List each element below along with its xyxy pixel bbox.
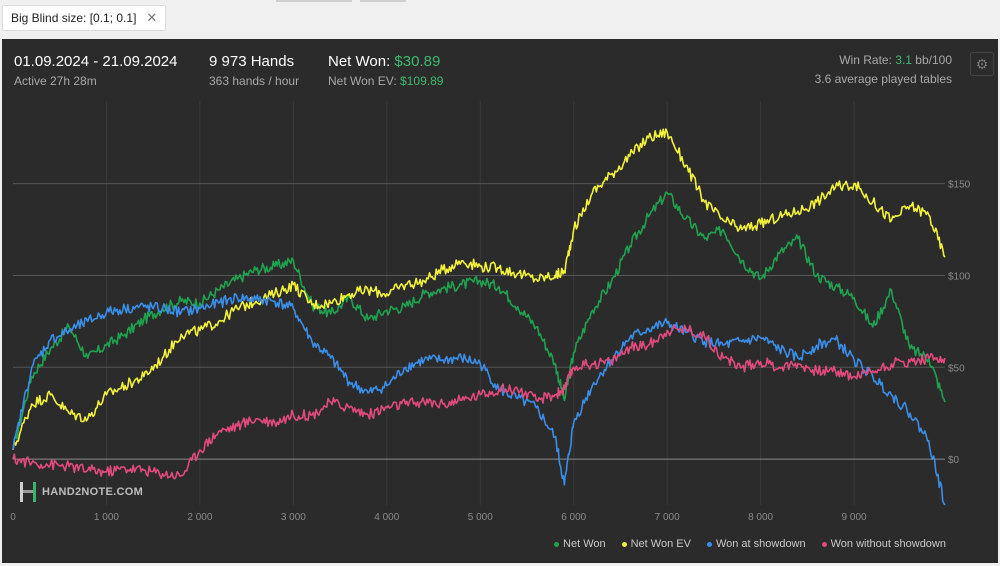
x-tick-label: 0 [10, 512, 16, 523]
legend-label: Won without showdown [830, 538, 946, 550]
win-rate-unit: bb/100 [915, 53, 952, 67]
net-won-value: $30.89 [394, 53, 441, 70]
x-tick-label: 7 000 [655, 512, 680, 523]
hands-block: 9 973 Hands 363 hands / hour [209, 53, 299, 88]
legend-label: Net Won [563, 538, 606, 550]
hands-count: 9 973 Hands [209, 53, 295, 70]
win-rate-block: Win Rate: 3.1 bb/100 3.6 average played … [815, 53, 952, 86]
filter-bar: Big Blind size: [0.1; 0.1] ✕ [0, 0, 1000, 38]
date-block: 01.09.2024 - 21.09.2024 Active 27h 28m [14, 53, 177, 88]
series-line-won-at-showdown [12, 293, 946, 506]
x-tick-label: 1 000 [94, 512, 119, 523]
y-tick-label: $150 [948, 180, 971, 191]
graph-panel: 01.09.2024 - 21.09.2024 Active 27h 28m 9… [2, 39, 998, 563]
date-range: 01.09.2024 - 21.09.2024 [14, 53, 178, 70]
average-tables: 3.6 average played tables [814, 72, 952, 86]
logo-mark-icon [20, 482, 36, 502]
filter-chip-label: Big Blind size: [0.1; 0.1] [11, 11, 137, 25]
legend-dot-icon [621, 541, 627, 547]
legend-item[interactable]: Net Won EV [621, 538, 691, 550]
legend-dot-icon [554, 541, 560, 547]
y-tick-label: $0 [948, 455, 960, 466]
close-icon[interactable]: ✕ [146, 10, 158, 25]
legend-dot-icon [821, 541, 827, 547]
y-tick-label: $50 [948, 363, 965, 374]
legend-dot-icon [706, 541, 712, 547]
x-tick-label: 8 000 [748, 512, 773, 523]
x-tick-label: 9 000 [842, 512, 867, 523]
series-line-won-without-showdown [12, 324, 946, 480]
logo-text: HAND2NOTE.COM [42, 486, 144, 498]
legend-label: Won at showdown [715, 538, 806, 550]
line-chart: 0 1 000 2 000 3 000 4 000 5 000 6 000 7 000 8 00… [10, 101, 971, 523]
active-time: Active 27h 28m [14, 74, 97, 88]
win-rate: Win Rate: 3.1 bb/100 [815, 53, 952, 67]
net-won-ev-value: $109.89 [400, 74, 444, 88]
net-won-ev: Net Won EV: $109.89 [328, 74, 443, 88]
legend-item[interactable]: Won at showdown [706, 538, 806, 550]
legend-item[interactable]: Net Won [554, 538, 606, 550]
hand2note-logo: HAND2NOTE.COM [20, 482, 143, 502]
hands-per-hour: 363 hands / hour [209, 74, 300, 88]
tab-strip-marker [360, 0, 406, 2]
win-rate-value: 3.1 [895, 53, 912, 67]
tab-strip-marker [276, 0, 352, 2]
net-won: Net Won: $30.89 [328, 53, 443, 70]
net-won-ev-label: Net Won EV: [328, 74, 397, 88]
chart-legend: Net Won Net Won EV Won at showdown Won with… [554, 538, 946, 550]
series-line-net-won-ev [12, 128, 946, 451]
legend-label: Net Won EV [630, 538, 691, 550]
y-tick-label: $100 [948, 271, 971, 282]
win-rate-label: Win Rate: [839, 53, 892, 67]
filter-chip[interactable]: Big Blind size: [0.1; 0.1] ✕ [2, 5, 167, 31]
x-tick-label: 6 000 [561, 512, 586, 523]
x-tick-label: 4 000 [374, 512, 399, 523]
x-tick-label: 5 000 [468, 512, 493, 523]
series-line-net-won [12, 191, 946, 451]
gear-icon[interactable]: ⚙ [970, 52, 994, 76]
legend-item[interactable]: Won without showdown [821, 538, 946, 550]
net-won-block: Net Won: $30.89 Net Won EV: $109.89 [328, 53, 443, 88]
x-tick-label: 2 000 [187, 512, 212, 523]
net-won-label: Net Won: [328, 53, 391, 70]
x-tick-label: 3 000 [281, 512, 306, 523]
